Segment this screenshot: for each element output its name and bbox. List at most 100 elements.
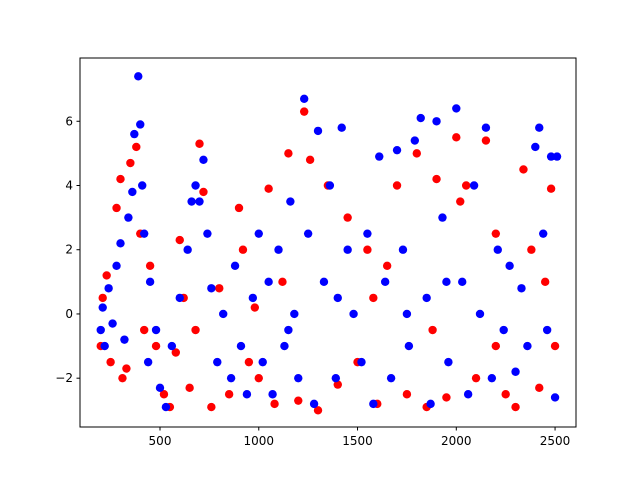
scatter-point bbox=[248, 293, 258, 303]
scatter-point bbox=[258, 357, 267, 367]
scatter-point bbox=[550, 341, 560, 351]
scatter-point bbox=[458, 277, 467, 287]
scatter-point bbox=[254, 229, 263, 238]
scatter-point bbox=[481, 136, 491, 145]
scatter-point bbox=[535, 383, 544, 393]
scatter-point bbox=[199, 155, 208, 165]
scatter-point bbox=[207, 402, 216, 412]
scatter-point bbox=[290, 309, 299, 319]
scatter-point bbox=[471, 373, 481, 383]
scatter-point bbox=[540, 277, 550, 287]
scatter-point bbox=[161, 402, 171, 412]
scatter-point bbox=[280, 341, 289, 351]
scatter-point bbox=[136, 120, 145, 129]
scatter-point bbox=[519, 165, 528, 174]
scatter-point bbox=[309, 399, 319, 409]
scatter-point bbox=[122, 364, 131, 373]
scatter-point bbox=[517, 284, 526, 293]
scatter-point bbox=[236, 341, 246, 351]
scatter-point bbox=[175, 293, 184, 303]
scatter-point bbox=[299, 107, 309, 116]
scatter-point bbox=[159, 390, 169, 399]
scatter-point bbox=[491, 341, 501, 351]
scatter-point bbox=[106, 357, 115, 367]
scatter-point bbox=[511, 402, 520, 412]
scatter-point bbox=[264, 277, 273, 287]
x-tick-label: 500 bbox=[149, 434, 172, 448]
scatter-point bbox=[416, 113, 425, 123]
scatter-point bbox=[195, 197, 204, 206]
scatter-point bbox=[98, 303, 107, 312]
y-tick-label: 6 bbox=[65, 114, 73, 128]
scatter-point bbox=[491, 229, 501, 238]
scatter-point bbox=[139, 229, 149, 238]
scatter-point bbox=[402, 390, 412, 399]
y-tick-label: 2 bbox=[65, 243, 73, 257]
scatter-point bbox=[337, 123, 346, 132]
scatter-point bbox=[143, 357, 153, 367]
scatter-point bbox=[185, 383, 194, 393]
scatter-point bbox=[343, 245, 352, 254]
scatter-point bbox=[268, 390, 277, 399]
axes-frame bbox=[79, 57, 577, 428]
scatter-point bbox=[102, 271, 111, 280]
scatter-point bbox=[319, 277, 329, 287]
scatter-point bbox=[303, 229, 313, 238]
scatter-point bbox=[138, 181, 147, 190]
scatter-point bbox=[120, 335, 129, 344]
scatter-point bbox=[187, 197, 196, 206]
scatter-point bbox=[511, 367, 520, 376]
scatter-point bbox=[242, 390, 252, 399]
scatter-point bbox=[363, 229, 372, 238]
scatter-point bbox=[380, 277, 390, 287]
scatter-point bbox=[195, 139, 204, 148]
scatter-point bbox=[124, 213, 133, 222]
scatter-point bbox=[104, 284, 113, 293]
scatter-point bbox=[404, 341, 414, 351]
scatter-point bbox=[305, 155, 315, 165]
scatter-point bbox=[145, 277, 155, 287]
scatter-point bbox=[130, 129, 139, 139]
scatter-point bbox=[535, 123, 544, 132]
scatter-point bbox=[191, 325, 200, 335]
scatter-point bbox=[116, 174, 125, 184]
scatter-point bbox=[175, 235, 184, 245]
y-tick-label: 0 bbox=[65, 307, 73, 321]
scatter-point bbox=[369, 293, 378, 303]
scatter-point bbox=[112, 261, 121, 270]
scatter-point bbox=[539, 229, 548, 238]
scatter-point bbox=[546, 152, 556, 161]
scatter-point bbox=[428, 325, 437, 335]
scatter-point bbox=[294, 373, 303, 383]
scatter-point bbox=[278, 277, 287, 287]
scatter-point bbox=[183, 245, 192, 254]
scatter-point bbox=[213, 357, 222, 367]
scatter-point bbox=[167, 341, 177, 351]
scatter-point bbox=[100, 341, 109, 351]
scatter-point bbox=[139, 325, 149, 335]
scatter-point bbox=[333, 380, 342, 389]
scatter-point bbox=[108, 319, 117, 328]
scatter-point bbox=[191, 181, 200, 190]
scatter-point bbox=[286, 197, 295, 206]
scatter-point bbox=[438, 213, 447, 222]
scatter-point bbox=[375, 152, 384, 161]
scatter-point bbox=[499, 325, 508, 335]
plot-area bbox=[96, 72, 562, 415]
scatter-point bbox=[426, 399, 435, 409]
scatter-point bbox=[284, 325, 293, 335]
scatter-point bbox=[442, 277, 451, 287]
scatter-point bbox=[463, 390, 473, 399]
scatter-point bbox=[546, 184, 556, 193]
scatter-point bbox=[392, 145, 402, 155]
scatter-point bbox=[284, 149, 293, 158]
scatter-point bbox=[151, 341, 161, 351]
scatter-point bbox=[126, 158, 135, 168]
scatter-point bbox=[398, 245, 408, 254]
scatter-point bbox=[264, 184, 273, 193]
scatter-point bbox=[230, 261, 240, 270]
scatter-point bbox=[432, 117, 441, 126]
x-tick-label: 1000 bbox=[243, 434, 274, 448]
scatter-point bbox=[550, 393, 560, 402]
scatter-point bbox=[128, 187, 137, 197]
